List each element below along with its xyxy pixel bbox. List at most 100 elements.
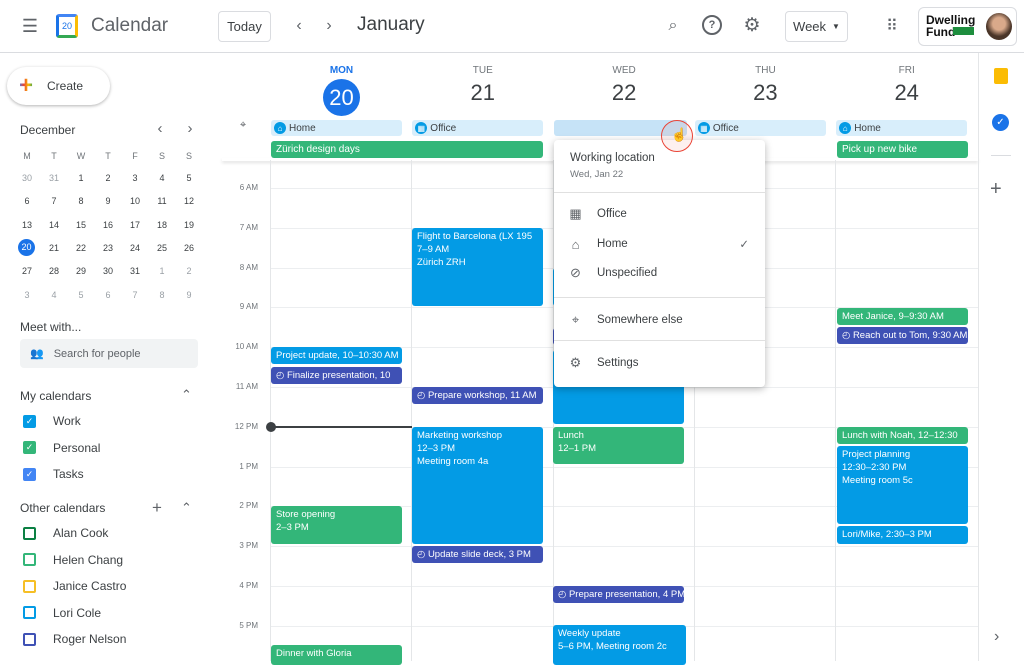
view-selector[interactable]: Week ▼ (785, 11, 848, 42)
event[interactable]: Dinner with Gloria (271, 645, 402, 665)
mini-day[interactable]: 14 (48, 219, 59, 230)
task-event[interactable]: ◴ Prepare presentation, 4 PM (553, 586, 684, 603)
event[interactable]: Lori/Mike, 2:30–3 PM (837, 526, 968, 544)
task-event[interactable]: ◴ Prepare workshop, 11 AM (412, 387, 543, 404)
mini-day[interactable]: 19 (183, 219, 194, 230)
collapse-my-calendars-icon[interactable]: ⌃ (181, 387, 192, 402)
calendar-item[interactable]: Alan Cook (23, 526, 193, 540)
mini-day[interactable]: 13 (21, 219, 32, 230)
mini-day[interactable]: 22 (75, 242, 86, 253)
checkbox-icon[interactable] (23, 579, 36, 593)
event[interactable]: Store opening 2–3 PM (271, 506, 402, 544)
task-event[interactable]: ◴ Finalize presentation, 10 (271, 367, 402, 384)
mini-day[interactable]: 31 (48, 173, 59, 183)
mini-next-icon[interactable]: › (187, 119, 193, 137)
working-location-chip[interactable]: ▦ Office (694, 120, 826, 136)
expand-panel-icon[interactable]: › (994, 628, 1000, 645)
mini-day[interactable]: 30 (102, 266, 113, 277)
event[interactable]: Weekly update 5–6 PM, Meeting room 2c (553, 625, 686, 665)
event[interactable]: Marketing workshop 12–3 PM Meeting room 4a (412, 427, 543, 544)
day-number[interactable]: 22 (554, 79, 695, 107)
calendar-item[interactable]: Roger Nelson (23, 632, 193, 646)
mini-day[interactable]: 21 (48, 242, 59, 253)
option-home[interactable]: ⌂ Home ✓ (554, 234, 765, 254)
event[interactable]: Lunch 12–1 PM (553, 427, 684, 464)
mini-day[interactable]: 16 (102, 219, 113, 230)
mini-day[interactable]: 17 (129, 219, 140, 230)
checkbox-icon[interactable] (23, 632, 36, 646)
mini-day[interactable]: 24 (129, 242, 140, 253)
menu-icon[interactable]: ☰ (21, 15, 39, 36)
working-location-chip[interactable]: ⌂ Home (271, 120, 402, 136)
mini-day[interactable]: 5 (186, 173, 192, 183)
event[interactable]: Project update, 10–10:30 AM (271, 347, 402, 364)
calendar-item[interactable]: Janice Castro (23, 579, 193, 593)
apps-grid-icon[interactable]: ⠿ (886, 18, 898, 35)
mini-day[interactable]: 8 (159, 289, 165, 300)
mini-day[interactable]: 29 (75, 266, 86, 277)
calendar-item[interactable]: ✓ Personal (23, 441, 193, 455)
day-number[interactable]: 21 (412, 79, 553, 107)
prev-week-icon[interactable]: ‹ (296, 17, 302, 34)
help-icon[interactable]: ? (702, 15, 722, 35)
search-icon[interactable]: ⌕ (668, 17, 678, 34)
mini-day[interactable]: 1 (78, 173, 84, 183)
checkbox-icon[interactable] (23, 553, 36, 566)
mini-day[interactable]: 2 (186, 266, 192, 277)
mini-day[interactable]: 18 (156, 219, 167, 230)
add-addon-icon[interactable]: + (990, 178, 1002, 200)
mini-day[interactable]: 1 (159, 266, 165, 277)
event[interactable]: Lunch with Noah, 12–12:30 (837, 427, 968, 444)
mini-day[interactable]: 2 (105, 173, 111, 183)
add-calendar-icon[interactable]: + (152, 498, 162, 517)
mini-day[interactable]: 7 (51, 196, 57, 207)
event[interactable]: Project planning 12:30–2:30 PM Meeting roo… (837, 446, 968, 524)
option-office[interactable]: ▦ Office (554, 204, 765, 224)
mini-prev-icon[interactable]: ‹ (157, 119, 163, 137)
mini-day[interactable]: 11 (157, 196, 167, 207)
mini-day[interactable]: 31 (129, 266, 140, 277)
mini-day[interactable]: 25 (156, 242, 167, 253)
tasks-icon[interactable]: ✓ (992, 114, 1009, 131)
option-unspecified[interactable]: ⊘ Unspecified (554, 263, 765, 283)
mini-day[interactable]: 28 (48, 266, 59, 277)
settings-gear-icon[interactable]: ⚙ (743, 14, 761, 36)
task-event[interactable]: ◴ Update slide deck, 3 PM (412, 546, 543, 563)
search-people-input[interactable]: 👥 Search for people (20, 339, 198, 368)
checkbox-icon[interactable]: ✓ (23, 414, 36, 428)
checkbox-icon[interactable] (23, 606, 36, 619)
option-somewhere-else[interactable]: ⌖ Somewhere else (554, 310, 765, 330)
checkbox-icon[interactable] (23, 526, 36, 540)
mini-day[interactable]: 20 (18, 238, 35, 256)
mini-day[interactable]: 27 (21, 266, 32, 277)
mini-day[interactable]: 3 (24, 289, 30, 300)
checkbox-icon[interactable]: ✓ (23, 441, 36, 454)
day-number[interactable]: 24 (836, 79, 977, 107)
mini-day[interactable]: 3 (132, 173, 138, 183)
avatar[interactable] (986, 13, 1012, 40)
working-location-chip[interactable]: ▦ Office (412, 120, 544, 136)
working-location-chip[interactable]: ⌂ Home (836, 120, 968, 136)
calendar-item[interactable]: ✓ Tasks (23, 467, 193, 481)
mini-day[interactable]: 4 (159, 173, 165, 183)
mini-day[interactable]: 9 (105, 196, 111, 207)
task-event[interactable]: ◴ Reach out to Tom, 9:30 AM (837, 327, 968, 344)
allday-event[interactable]: Zürich design days (271, 141, 543, 158)
mini-day[interactable]: 5 (78, 289, 84, 300)
event[interactable]: Meet Janice, 9–9:30 AM (837, 308, 968, 325)
next-week-icon[interactable]: › (326, 17, 332, 34)
mini-day[interactable]: 12 (183, 196, 194, 207)
day-number[interactable]: 23 (695, 79, 836, 107)
mini-day[interactable]: 15 (75, 219, 86, 230)
account-switcher[interactable]: Dwelling Fund (918, 7, 1017, 46)
mini-day[interactable]: 7 (132, 289, 138, 300)
keep-icon[interactable] (994, 68, 1008, 84)
mini-day[interactable]: 26 (183, 242, 194, 253)
mini-day[interactable]: 6 (24, 196, 30, 207)
option-settings[interactable]: ⚙ Settings (554, 353, 765, 373)
day-number[interactable]: 20 (271, 79, 412, 116)
mini-day[interactable]: 4 (51, 289, 57, 300)
mini-day[interactable]: 23 (102, 242, 113, 253)
collapse-other-calendars-icon[interactable]: ⌃ (181, 500, 192, 515)
mini-day[interactable]: 30 (21, 173, 32, 183)
